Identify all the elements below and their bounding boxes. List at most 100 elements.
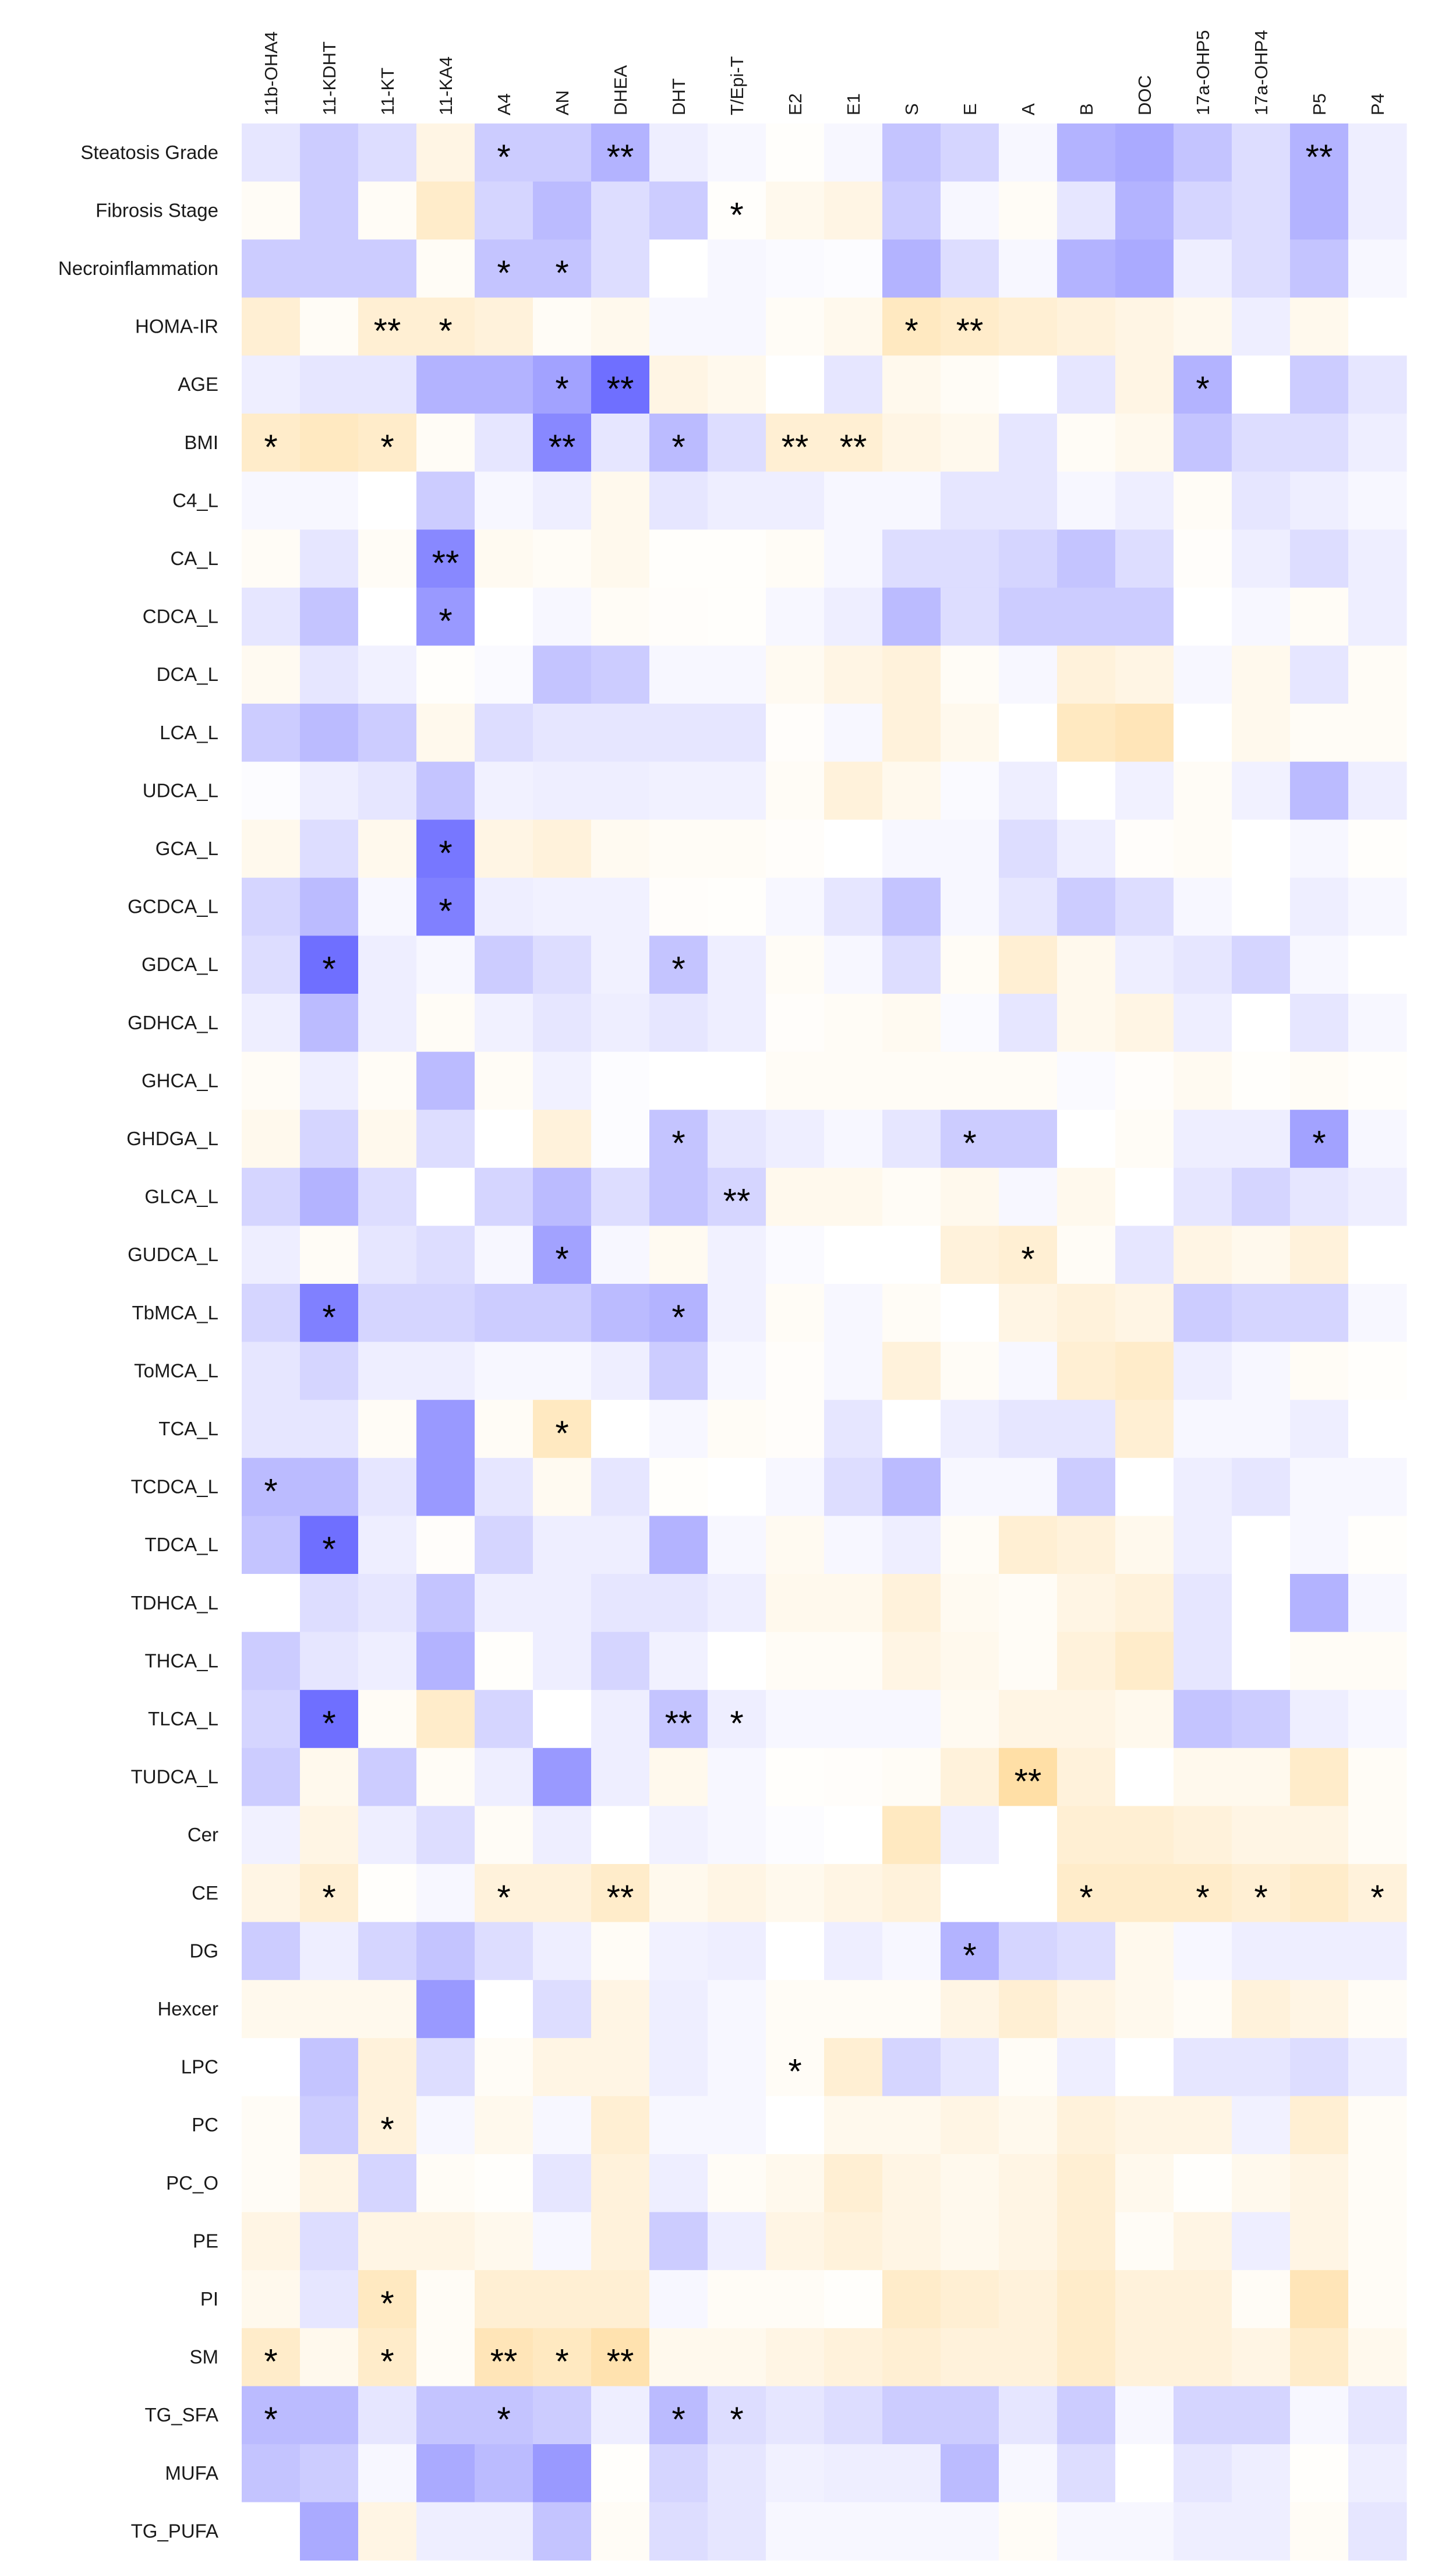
heatmap-cell bbox=[941, 2212, 999, 2271]
heatmap-cell bbox=[1290, 2212, 1349, 2271]
heatmap-cell bbox=[1115, 761, 1174, 820]
heatmap-cell bbox=[1057, 1980, 1116, 2039]
heatmap-cell bbox=[1348, 1051, 1407, 1110]
heatmap-cell bbox=[1290, 935, 1349, 994]
heatmap-cell bbox=[766, 1922, 825, 1980]
row-label-tdca-l: TDCA_L bbox=[144, 1534, 218, 1555]
heatmap-cell bbox=[708, 877, 766, 936]
significance-marker: ** bbox=[1015, 1762, 1042, 1801]
heatmap-cell bbox=[824, 1980, 883, 2039]
heatmap-cell bbox=[358, 2328, 417, 2387]
heatmap-cell bbox=[766, 1167, 825, 1226]
heatmap-cell bbox=[1057, 239, 1116, 298]
heatmap-cell bbox=[649, 355, 708, 414]
heatmap-cell bbox=[1290, 1632, 1349, 1690]
heatmap-cell bbox=[533, 2038, 592, 2096]
heatmap-cell bbox=[591, 820, 650, 878]
heatmap-cell bbox=[300, 2270, 359, 2329]
heatmap-cell bbox=[1290, 2038, 1349, 2096]
heatmap-cell bbox=[358, 123, 417, 182]
heatmap-cell bbox=[1348, 645, 1407, 704]
heatmap-cell bbox=[1057, 2096, 1116, 2155]
heatmap-cell bbox=[475, 704, 533, 762]
significance-marker: * bbox=[1079, 1878, 1093, 1917]
heatmap-cell bbox=[941, 1341, 999, 1400]
heatmap-cell bbox=[300, 1516, 359, 1574]
heatmap-cell bbox=[649, 877, 708, 936]
heatmap-cell bbox=[1174, 1167, 1232, 1226]
heatmap-cell bbox=[649, 820, 708, 878]
heatmap-cell bbox=[358, 1400, 417, 1459]
heatmap-cell bbox=[882, 181, 941, 240]
heatmap-cell bbox=[999, 587, 1058, 646]
heatmap-cell bbox=[649, 471, 708, 530]
heatmap-cell bbox=[242, 1922, 301, 1980]
significance-marker: * bbox=[672, 2400, 685, 2439]
heatmap-cell bbox=[475, 2386, 533, 2445]
heatmap-cell bbox=[475, 1748, 533, 1806]
heatmap-cell bbox=[533, 1226, 592, 1284]
heatmap-cell bbox=[649, 587, 708, 646]
heatmap-cell bbox=[416, 2212, 475, 2271]
heatmap-cell bbox=[1348, 2270, 1407, 2329]
heatmap-cell bbox=[1057, 994, 1116, 1053]
heatmap-cell bbox=[941, 414, 999, 472]
heatmap-cell bbox=[708, 1341, 766, 1400]
heatmap-cell bbox=[1115, 2154, 1174, 2213]
heatmap-cell bbox=[416, 1748, 475, 1806]
significance-marker: * bbox=[1021, 1240, 1034, 1279]
heatmap-cell bbox=[1348, 355, 1407, 414]
heatmap-cell bbox=[1290, 994, 1349, 1053]
significance-marker: ** bbox=[723, 1182, 751, 1221]
row-label-gudca-l: GUDCA_L bbox=[128, 1244, 218, 1265]
heatmap-cell bbox=[1174, 529, 1232, 588]
heatmap-cell bbox=[941, 2154, 999, 2213]
heatmap-cell bbox=[1115, 2212, 1174, 2271]
heatmap-cell bbox=[242, 1110, 301, 1168]
heatmap-cell bbox=[941, 1748, 999, 1806]
heatmap-cell bbox=[242, 1457, 301, 1516]
heatmap-cell bbox=[766, 1516, 825, 1574]
heatmap-cell bbox=[1232, 1226, 1291, 1284]
heatmap-cell bbox=[1348, 2444, 1407, 2503]
row-label-homa-ir: HOMA-IR bbox=[135, 316, 218, 337]
heatmap-cell bbox=[1115, 2328, 1174, 2387]
heatmap-cell bbox=[1348, 181, 1407, 240]
heatmap-cell bbox=[416, 820, 475, 878]
heatmap-cell bbox=[475, 1400, 533, 1459]
heatmap-cell bbox=[300, 1632, 359, 1690]
significance-marker: ** bbox=[665, 1704, 692, 1743]
heatmap-cell bbox=[358, 935, 417, 994]
heatmap-cell bbox=[475, 1690, 533, 1749]
heatmap-cell bbox=[242, 355, 301, 414]
heatmap-cell bbox=[416, 1632, 475, 1690]
heatmap-cell bbox=[824, 1051, 883, 1110]
heatmap-cell bbox=[1290, 1690, 1349, 1749]
heatmap-cell bbox=[999, 1167, 1058, 1226]
heatmap-cell bbox=[649, 1574, 708, 1633]
heatmap-cell bbox=[1348, 2386, 1407, 2445]
heatmap-cell bbox=[1057, 2038, 1116, 2096]
heatmap-cell bbox=[941, 2038, 999, 2096]
heatmap-cell bbox=[649, 1284, 708, 1343]
heatmap-cell bbox=[533, 2502, 592, 2561]
heatmap-cell bbox=[1232, 414, 1291, 472]
heatmap-cell bbox=[708, 935, 766, 994]
heatmap-cell bbox=[766, 2212, 825, 2271]
heatmap-cell bbox=[533, 1516, 592, 1574]
heatmap-cell bbox=[882, 123, 941, 182]
heatmap-cell bbox=[941, 761, 999, 820]
heatmap-cell bbox=[824, 1806, 883, 1865]
heatmap-cell bbox=[1115, 820, 1174, 878]
heatmap-cell bbox=[824, 181, 883, 240]
heatmap-cell bbox=[475, 935, 533, 994]
heatmap-cell bbox=[999, 1864, 1058, 1923]
heatmap-cell bbox=[1174, 1400, 1232, 1459]
heatmap-cell bbox=[358, 1341, 417, 1400]
heatmap-cell bbox=[300, 1226, 359, 1284]
heatmap-cell bbox=[591, 471, 650, 530]
heatmap-cell bbox=[1348, 2038, 1407, 2096]
heatmap-cell bbox=[416, 761, 475, 820]
heatmap-cell bbox=[999, 2212, 1058, 2271]
heatmap-cell bbox=[533, 1632, 592, 1690]
